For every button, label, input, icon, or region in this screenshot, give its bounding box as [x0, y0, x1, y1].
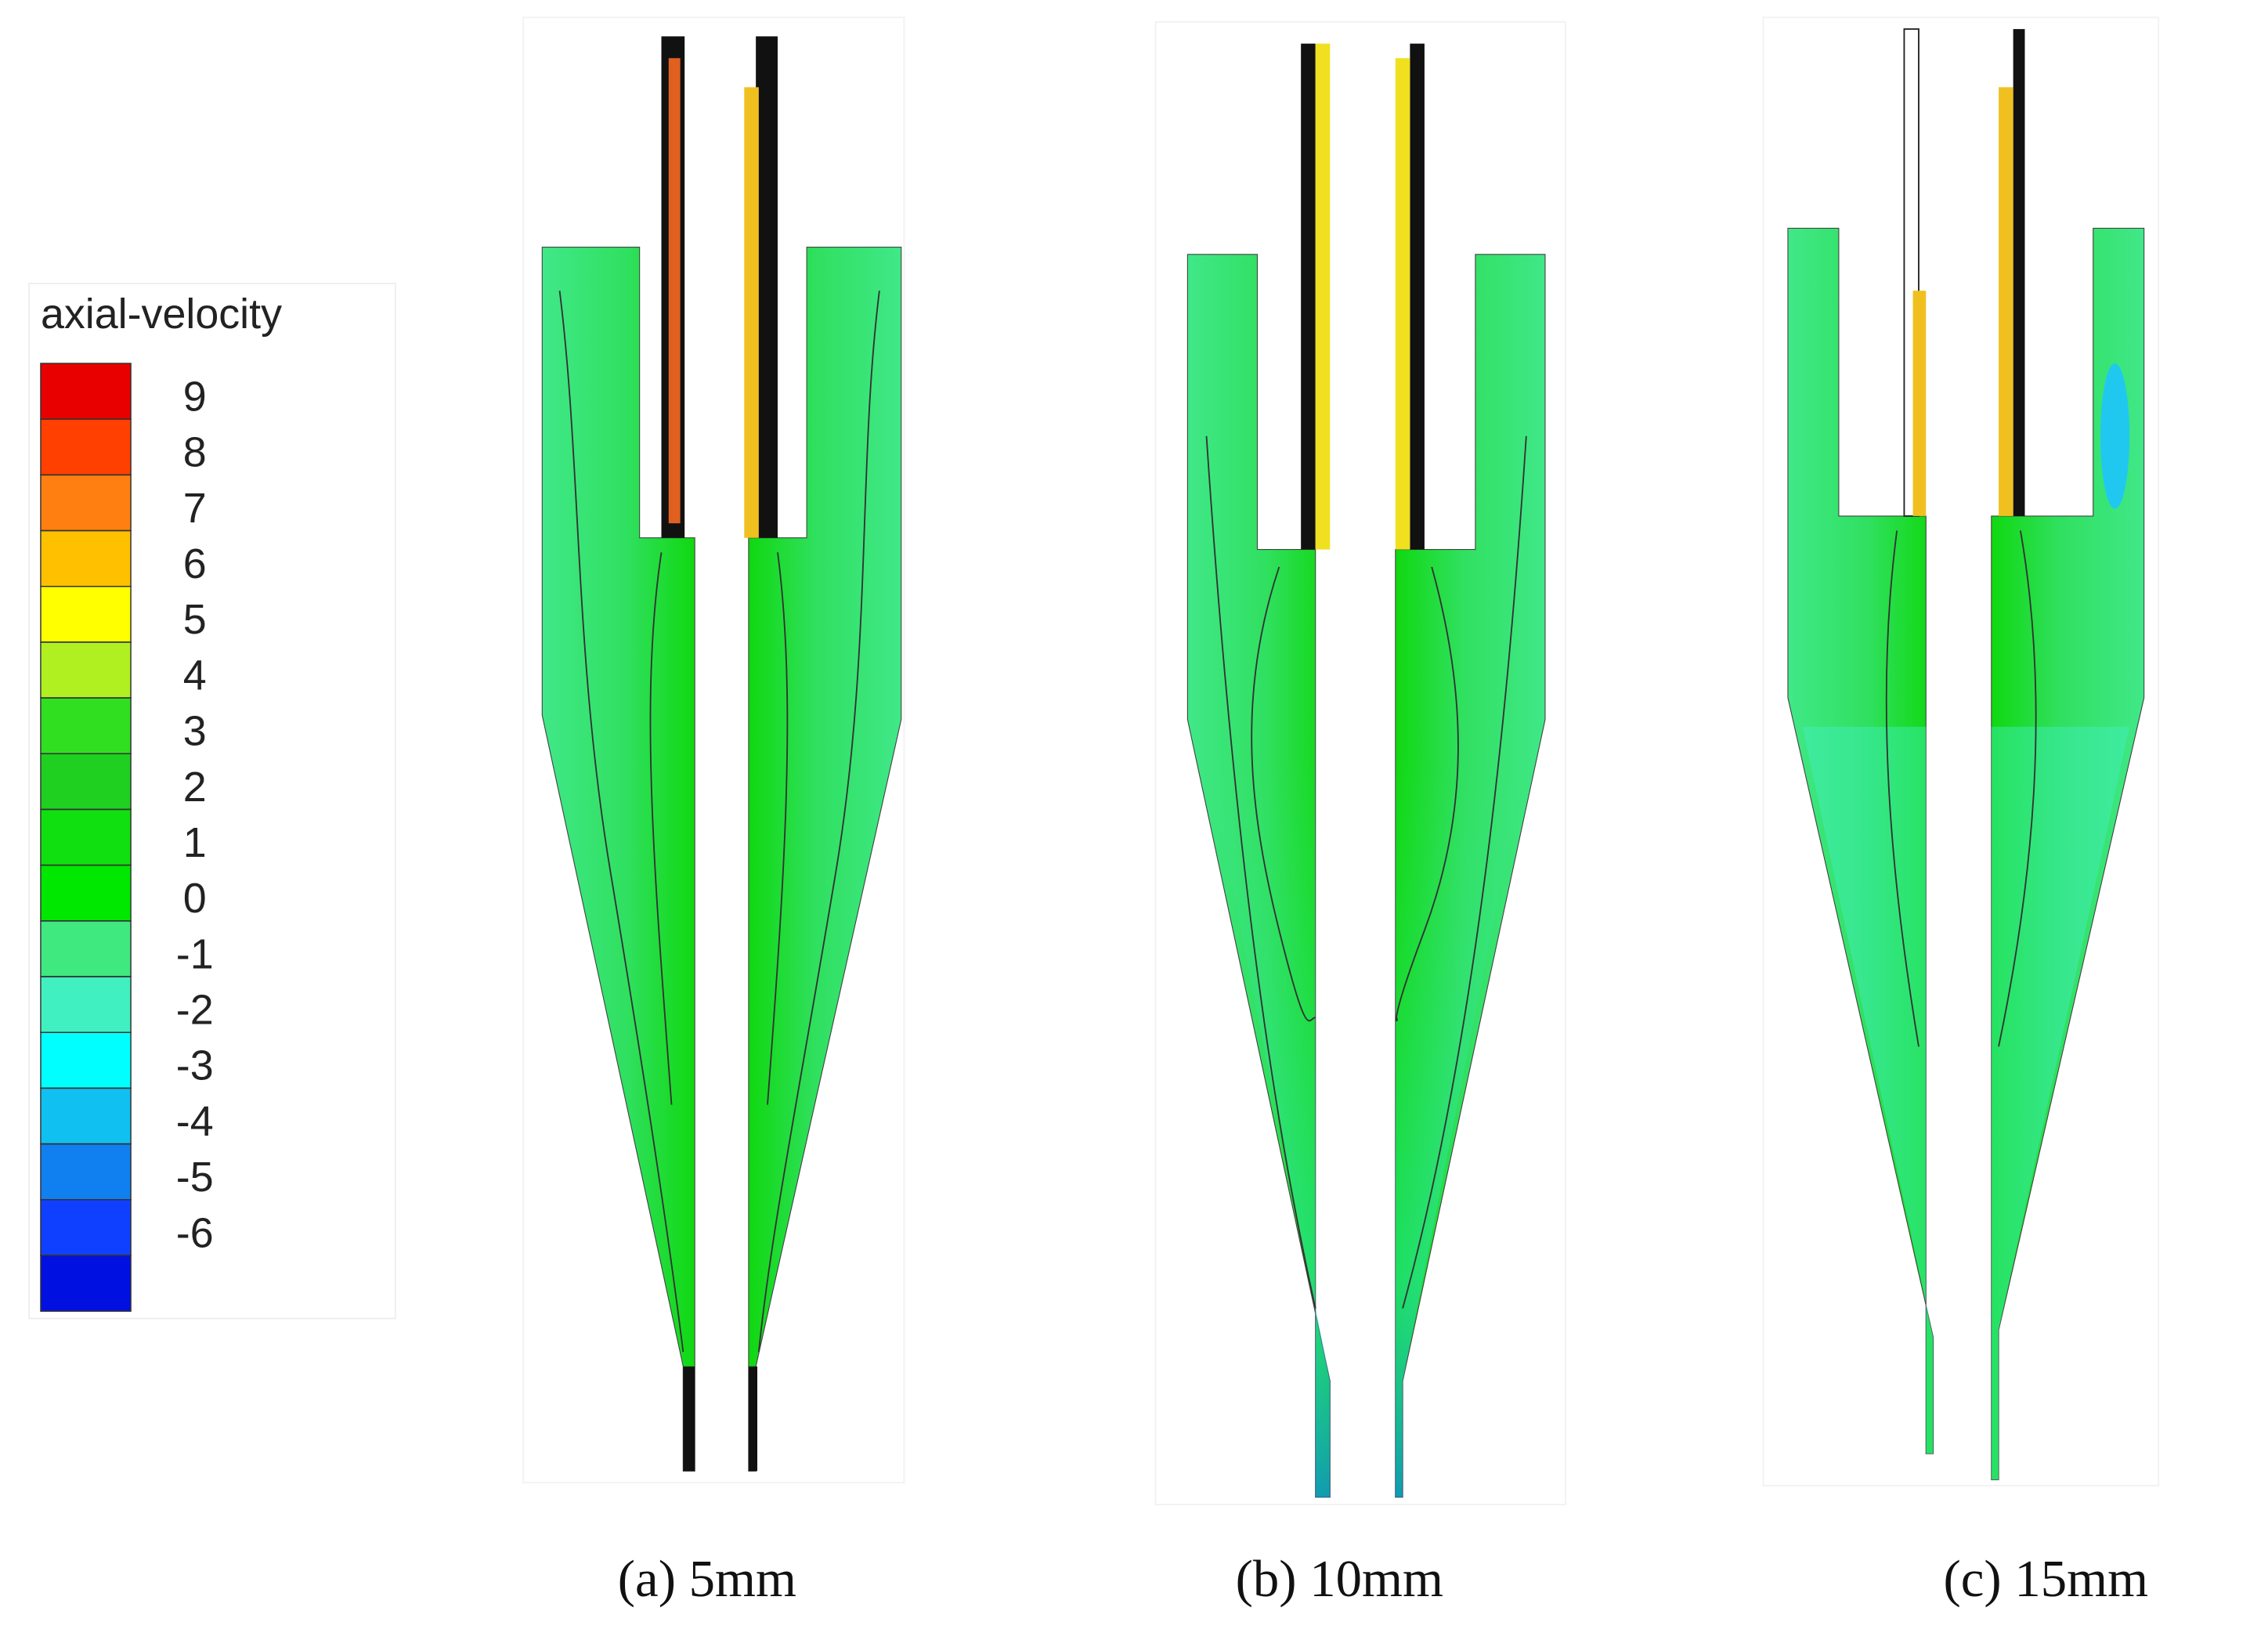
- shade: [1395, 756, 1526, 1497]
- contour: [1205, 435, 1316, 1309]
- legend-label: 2: [183, 764, 207, 811]
- shade: [1991, 727, 2130, 1480]
- color-band: [40, 474, 132, 532]
- color-band: [40, 363, 132, 420]
- legend-label: 8: [183, 429, 207, 476]
- legend-label: 7: [183, 485, 207, 532]
- flow: [744, 87, 759, 538]
- legend-label: -6: [176, 1209, 214, 1256]
- color-band: [40, 1255, 132, 1312]
- flow: [1999, 87, 2013, 516]
- legend-label: 6: [183, 540, 207, 587]
- contour: [558, 291, 684, 1353]
- color-band: [40, 753, 132, 811]
- legend-label: -3: [176, 1042, 214, 1089]
- legend-label: -2: [176, 987, 214, 1034]
- contour: [1885, 530, 1919, 1047]
- color-band: [40, 529, 132, 587]
- contour: [1402, 435, 1527, 1309]
- panel-c: [1762, 16, 2160, 1486]
- contour: [767, 552, 789, 1105]
- color-band: [40, 697, 132, 755]
- frame: [1154, 20, 1566, 1505]
- legend-label: -4: [176, 1098, 214, 1145]
- color-band: [40, 1031, 132, 1089]
- legend-label: 0: [183, 875, 207, 922]
- color-band: [40, 808, 132, 866]
- legend-label: 4: [183, 652, 207, 699]
- color-band: [40, 418, 132, 476]
- color-band: [40, 976, 132, 1033]
- underflow: [748, 1366, 758, 1472]
- flow: [668, 58, 681, 524]
- legend-label: -5: [176, 1154, 214, 1201]
- color-band: [40, 1087, 132, 1145]
- panel-a: [522, 16, 905, 1484]
- flow: [1315, 43, 1331, 550]
- frame: [1762, 16, 2160, 1486]
- vortex-finder: [1410, 43, 1425, 550]
- colorbar: 9 8 7 6 5 4 3 2 1 0 -1 -2 -3 -4 -5 -6: [40, 363, 214, 1312]
- panel-b: [1154, 20, 1566, 1505]
- underflow: [683, 1366, 695, 1472]
- contour: [649, 552, 673, 1105]
- vortex-finder: [756, 36, 778, 538]
- color-band: [40, 586, 132, 643]
- shade: [1802, 727, 1934, 1454]
- contour: [1251, 566, 1316, 1022]
- caption: (a) 5mm: [618, 1550, 796, 1608]
- legend-label: 3: [183, 708, 207, 755]
- legend-label: 1: [183, 819, 207, 866]
- legend-title: axial-velocity: [41, 291, 282, 338]
- caption: (b) 10mm: [1236, 1550, 1443, 1608]
- low-zone: [2100, 363, 2130, 509]
- legend-label: 5: [183, 596, 207, 643]
- color-band: [40, 641, 132, 699]
- caption: (c) 15mm: [1944, 1550, 2149, 1608]
- color-band: [40, 920, 132, 977]
- flow: [1395, 58, 1410, 550]
- legend-label: 9: [183, 374, 207, 421]
- contour: [1998, 530, 2037, 1047]
- contour: [1395, 566, 1459, 1022]
- vortex-finder: [2013, 29, 2025, 516]
- contour: [757, 291, 880, 1353]
- frame: [522, 16, 905, 1484]
- vortex-finder: [1301, 43, 1316, 550]
- half-right: [1991, 227, 2145, 1481]
- shade: [1206, 756, 1331, 1497]
- color-band: [40, 864, 132, 922]
- color-band: [40, 1199, 132, 1256]
- legend-label: -1: [176, 930, 214, 977]
- color-band: [40, 1143, 132, 1201]
- flow: [1912, 291, 1927, 516]
